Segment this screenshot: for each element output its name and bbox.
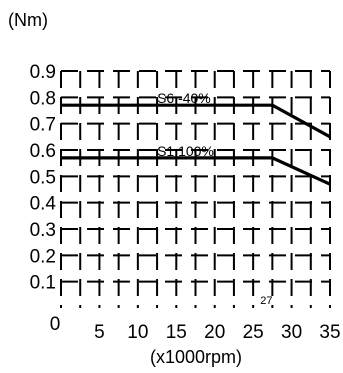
x-tick-label: 0 bbox=[50, 314, 61, 335]
series-line-s1 bbox=[61, 156, 331, 186]
y-tick-label: 0.2 bbox=[30, 246, 56, 267]
x-tick-label: 10 bbox=[127, 322, 148, 343]
grid-layer bbox=[61, 71, 330, 308]
tick-label-layer: 27 0.1 0.2 0.3 0.4 0.5 0.6 0.7 0.8 0.9 0 5 10 15 20 25 3… bbox=[30, 62, 341, 343]
y-tick-label: 0.5 bbox=[30, 167, 56, 188]
y-tick-label: 0.8 bbox=[30, 88, 56, 109]
y-tick-label: 0.9 bbox=[30, 62, 56, 83]
x-tick-label: 35 bbox=[319, 322, 340, 343]
plot-frame bbox=[60, 70, 331, 308]
x-tick-label: 15 bbox=[166, 322, 187, 343]
x-axis-label: (x1000rpm) bbox=[150, 347, 242, 367]
label-layer: (Nm) (x1000rpm) bbox=[8, 10, 242, 367]
marker-label-27: 27 bbox=[260, 295, 272, 307]
y-tick-label: 0.1 bbox=[30, 273, 56, 294]
y-tick-label: 0.3 bbox=[30, 220, 56, 241]
x-tick-label: 5 bbox=[94, 322, 105, 343]
series-layer: S6 -40% S1 100% bbox=[61, 90, 331, 186]
x-tick-label: 25 bbox=[243, 322, 264, 343]
y-tick-label: 0.6 bbox=[30, 141, 56, 162]
y-axis-label: (Nm) bbox=[8, 10, 48, 30]
series-label-s6: S6 -40% bbox=[157, 90, 211, 106]
series-label-s1: S1 100% bbox=[157, 143, 214, 159]
y-tick-label: 0.4 bbox=[30, 194, 57, 215]
x-tick-label: 20 bbox=[204, 322, 225, 343]
y-tick-label: 0.7 bbox=[30, 115, 56, 136]
series-line-s6 bbox=[61, 103, 331, 139]
x-tick-label: 30 bbox=[281, 322, 302, 343]
